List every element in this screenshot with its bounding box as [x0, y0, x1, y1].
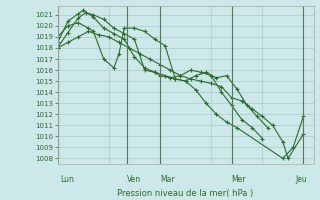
Text: Lun: Lun [60, 175, 74, 184]
Text: Pression niveau de la mer( hPa ): Pression niveau de la mer( hPa ) [117, 189, 254, 198]
Text: Jeu: Jeu [296, 175, 308, 184]
Text: Mar: Mar [160, 175, 175, 184]
Text: Ven: Ven [127, 175, 141, 184]
Text: Mer: Mer [232, 175, 246, 184]
